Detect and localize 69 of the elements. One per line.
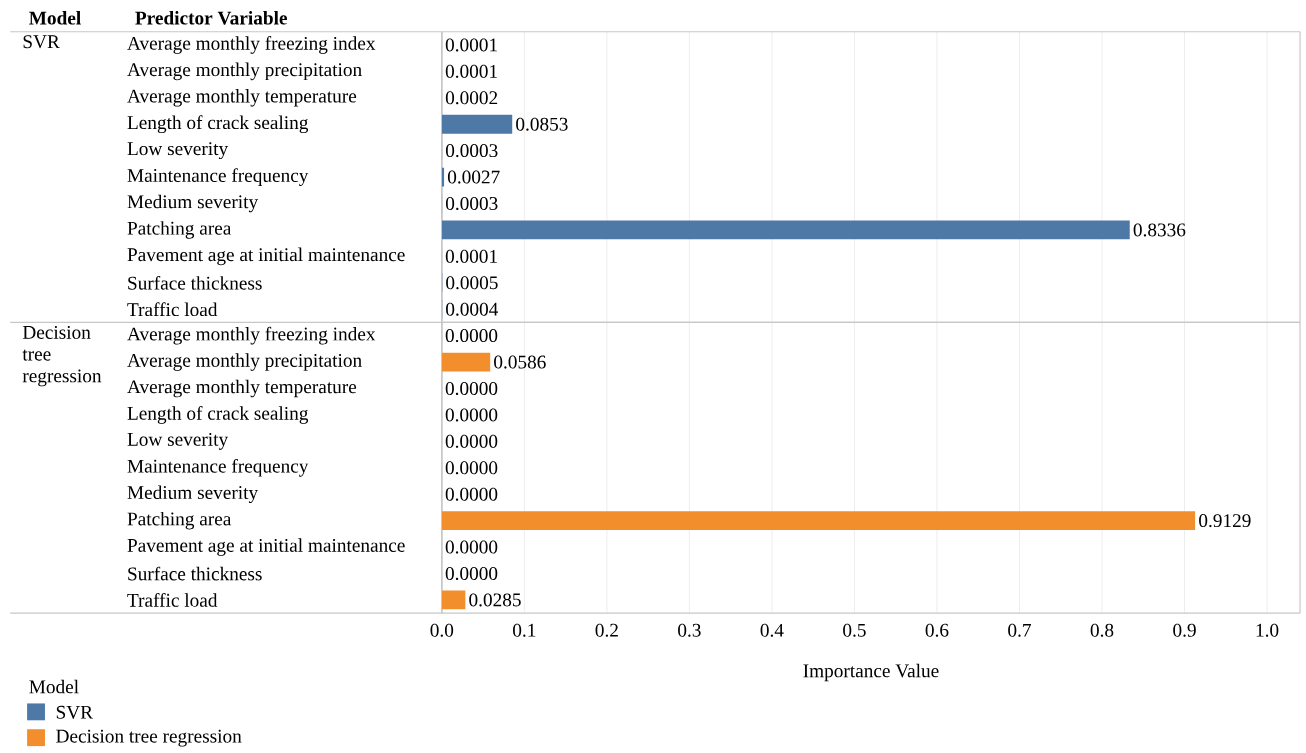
data-label: 0.0000 — [445, 434, 498, 448]
y-tick-label: Pavement age at initial maintenance — [127, 538, 405, 556]
legend-label: Decision tree regression — [56, 729, 242, 747]
data-label: 0.0000 — [445, 408, 498, 422]
y-tick-label: Low severity — [127, 432, 229, 450]
bar — [441, 167, 445, 187]
x-tick-label: 0.5 — [843, 623, 866, 637]
y-tick-label: Medium severity — [127, 485, 259, 503]
data-label: 0.0001 — [445, 249, 497, 263]
data-label: 0.0586 — [494, 355, 546, 369]
y-tick-label: Average monthly precipitation — [127, 62, 362, 81]
y-axis-title: Predictor Variable — [135, 11, 288, 25]
y-tick-label: Average monthly precipitation — [127, 353, 362, 371]
legend-title: Model — [29, 11, 81, 25]
y-tick-label: Maintenance frequency — [127, 168, 309, 186]
data-label: 0.0004 — [446, 302, 499, 316]
y-tick-label: Length of crack sealing — [127, 115, 309, 134]
bar — [441, 511, 1196, 531]
x-tick-label: 0.2 — [595, 623, 618, 637]
y-tick-label: Patching area — [127, 221, 232, 239]
data-label: 0.0000 — [445, 540, 498, 554]
y-tick-label: Surface thickness — [128, 566, 262, 581]
y-tick-label: Traffic load — [127, 302, 218, 317]
data-label: 0.0003 — [445, 144, 498, 158]
x-tick-label: 0.0 — [430, 623, 454, 637]
data-label: 0.9129 — [1199, 514, 1251, 528]
data-label: 0.8336 — [1133, 223, 1186, 237]
x-tick-label: 0.4 — [760, 623, 784, 637]
bar — [441, 590, 466, 610]
y-tick-label: Low severity — [127, 142, 229, 160]
x-tick-label: 0.6 — [925, 623, 949, 637]
x-tick-label: 0.8 — [1090, 623, 1114, 637]
y-tick-label: Length of crack sealing — [127, 406, 309, 424]
data-label: 0.0285 — [469, 593, 521, 607]
data-label: 0.0001 — [445, 38, 497, 52]
data-label: 0.0001 — [445, 64, 497, 78]
x-tick-label: 0.9 — [1173, 623, 1196, 637]
data-label: 0.0000 — [445, 487, 498, 501]
y-tick-label: Traffic load — [127, 593, 218, 607]
y-tick-label: Patching area — [127, 511, 232, 530]
text: Decision tree regression — [22, 325, 102, 387]
data-label: 0.0003 — [445, 196, 498, 211]
y-tick-label: Average monthly temperature — [127, 89, 357, 107]
x-axis-title: Importance Value — [803, 663, 939, 682]
data-label: 0.0002 — [445, 91, 498, 105]
data-label: 0.0853 — [516, 117, 568, 131]
y-tick-label: Pavement age at initial maintenance — [127, 247, 405, 266]
x-tick-label: 0.3 — [678, 623, 701, 637]
text: Model — [29, 679, 79, 694]
y-tick-label: Average monthly temperature — [127, 379, 357, 398]
y-tick-label: Maintenance frequency — [127, 458, 309, 477]
x-tick-label: 1.0 — [1256, 623, 1279, 637]
data-label: 0.0000 — [445, 566, 498, 581]
y-tick-label: Average monthly freezing index — [127, 36, 376, 54]
data-label: 0.0005 — [446, 276, 498, 290]
legend-label: SVR — [56, 705, 94, 719]
y-tick-label: Medium severity — [127, 194, 259, 213]
data-label: 0.0027 — [447, 170, 500, 184]
data-label: 0.0000 — [445, 461, 498, 475]
bar — [441, 220, 1130, 240]
x-tick-label: 0.1 — [513, 623, 536, 637]
text: SVR — [23, 35, 60, 49]
x-tick-label: 0.7 — [1008, 623, 1031, 637]
data-label: 0.0000 — [445, 381, 498, 396]
bar — [441, 352, 491, 372]
y-tick-label: Surface thickness — [128, 275, 262, 290]
data-label: 0.0000 — [445, 329, 498, 343]
bar — [441, 114, 513, 134]
y-tick-label: Average monthly freezing index — [127, 326, 376, 345]
